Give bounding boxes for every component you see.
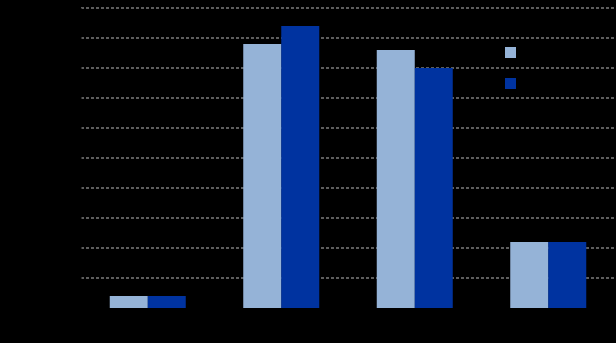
bar xyxy=(414,68,453,308)
bar xyxy=(243,44,282,308)
legend-swatch xyxy=(505,78,516,89)
bar xyxy=(376,50,415,308)
bar xyxy=(147,296,186,308)
bar xyxy=(548,242,587,308)
bar xyxy=(281,26,320,308)
bar xyxy=(109,296,148,308)
bar xyxy=(510,242,549,308)
legend-swatch xyxy=(505,47,516,58)
